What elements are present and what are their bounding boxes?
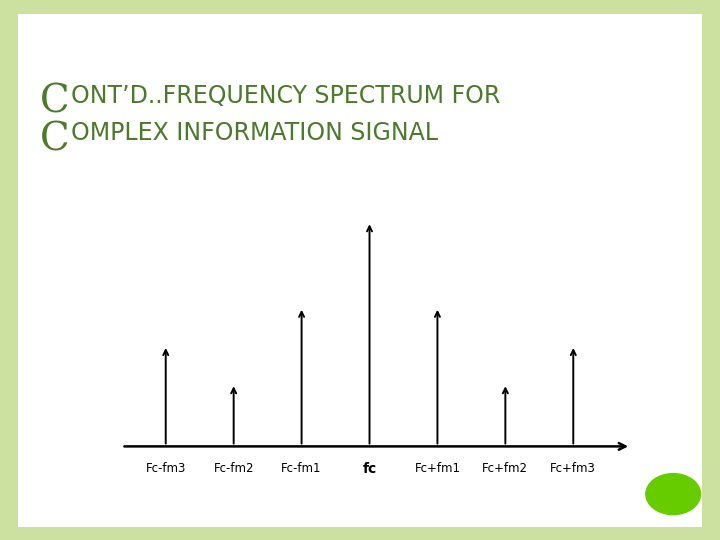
- Text: Fc-fm3: Fc-fm3: [145, 462, 186, 475]
- Text: Fc-fm1: Fc-fm1: [282, 462, 322, 475]
- Text: ONT’D..FREQUENCY SPECTRUM FOR: ONT’D..FREQUENCY SPECTRUM FOR: [71, 84, 500, 107]
- Text: OMPLEX INFORMATION SIGNAL: OMPLEX INFORMATION SIGNAL: [71, 122, 438, 145]
- Text: C: C: [40, 122, 69, 159]
- Text: Fc+fm3: Fc+fm3: [550, 462, 596, 475]
- Text: Fc-fm2: Fc-fm2: [213, 462, 254, 475]
- Text: Fc+fm2: Fc+fm2: [482, 462, 528, 475]
- Text: Fc+fm1: Fc+fm1: [415, 462, 460, 475]
- Text: C: C: [40, 84, 69, 121]
- Text: fc: fc: [362, 462, 377, 476]
